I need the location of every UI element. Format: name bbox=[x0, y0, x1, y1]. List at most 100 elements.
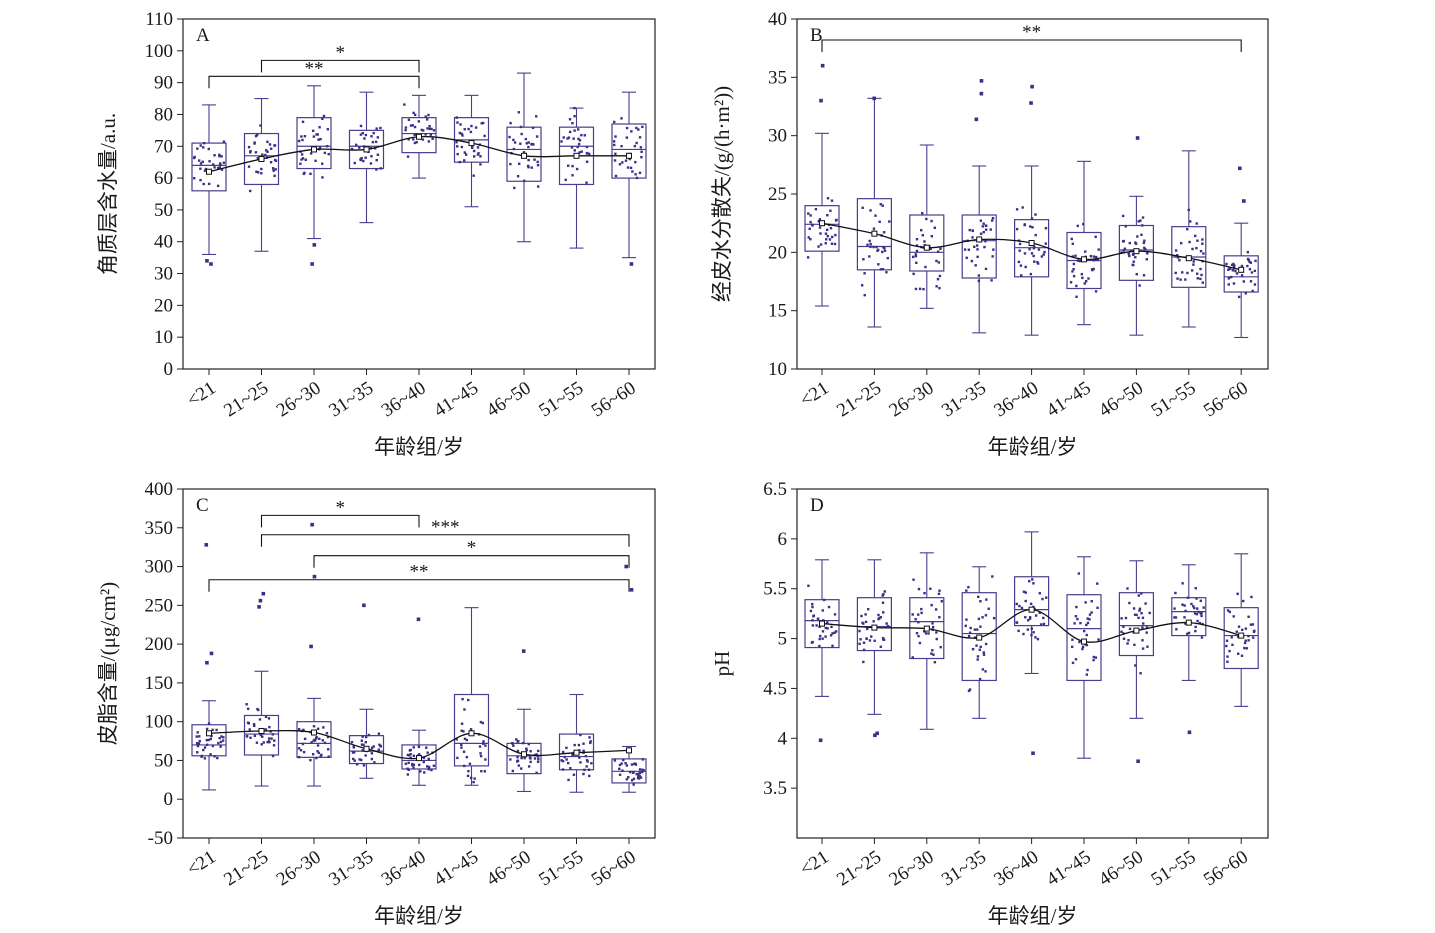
observation-dot bbox=[629, 166, 633, 170]
observation-dot bbox=[467, 127, 470, 131]
observation-dot bbox=[632, 783, 635, 786]
observation-dot bbox=[480, 122, 483, 125]
observation-dot bbox=[417, 763, 421, 767]
x-tick-label: 56~60 bbox=[1200, 378, 1252, 422]
mean-marker bbox=[923, 244, 930, 251]
plot-frame bbox=[796, 18, 1269, 370]
observation-dot bbox=[1232, 615, 1235, 618]
x-tick-label: 21~25 bbox=[220, 847, 272, 891]
observation-dot bbox=[455, 140, 458, 144]
observation-dot bbox=[1075, 295, 1078, 299]
observation-dot bbox=[561, 768, 565, 771]
observation-dot bbox=[219, 740, 223, 744]
observation-dot bbox=[422, 129, 425, 132]
observation-dot bbox=[991, 216, 995, 220]
observation-dot bbox=[326, 735, 330, 739]
observation-dot bbox=[373, 761, 376, 764]
observation-dot bbox=[579, 733, 582, 737]
observation-dot bbox=[424, 133, 427, 136]
observation-dot bbox=[205, 727, 209, 731]
observation-dot bbox=[638, 136, 642, 139]
observation-dot bbox=[527, 145, 530, 149]
iqr-box bbox=[401, 744, 437, 770]
observation-dot bbox=[350, 147, 354, 151]
observation-dot bbox=[1253, 269, 1257, 273]
outlier-point bbox=[205, 259, 209, 263]
observation-dot bbox=[525, 748, 528, 752]
observation-dot bbox=[1032, 247, 1036, 250]
x-tick-label: 21~25 bbox=[833, 847, 885, 891]
observation-dot bbox=[372, 131, 375, 135]
observation-dot bbox=[967, 585, 970, 589]
y-tick-label: 50 bbox=[154, 750, 173, 771]
observation-dot bbox=[217, 741, 220, 745]
mean-marker bbox=[1238, 632, 1245, 639]
observation-dot bbox=[427, 113, 430, 117]
y-tick-label: 35 bbox=[768, 67, 787, 88]
observation-dot bbox=[323, 151, 327, 155]
observation-dot bbox=[412, 754, 416, 758]
x-axis-label: 年龄组/岁 bbox=[988, 904, 1078, 928]
observation-dot bbox=[309, 152, 313, 155]
observation-dot bbox=[1120, 630, 1123, 633]
observation-dot bbox=[1038, 592, 1041, 595]
observation-dot bbox=[867, 607, 870, 611]
observation-dot bbox=[1251, 623, 1255, 626]
observation-dot bbox=[1198, 621, 1202, 625]
observation-dot bbox=[1030, 252, 1034, 255]
observation-dot bbox=[412, 746, 415, 749]
observation-dot bbox=[818, 218, 822, 221]
observation-dot bbox=[1141, 626, 1144, 629]
observation-dot bbox=[322, 114, 326, 118]
observation-dot bbox=[319, 754, 322, 758]
observation-dot bbox=[1072, 267, 1075, 271]
observation-dot bbox=[971, 648, 975, 651]
observation-dot bbox=[1018, 604, 1021, 608]
y-tick-label: 250 bbox=[145, 595, 174, 616]
observation-dot bbox=[473, 155, 476, 158]
observation-dot bbox=[819, 243, 823, 246]
observation-dot bbox=[1029, 272, 1033, 276]
outlier-point bbox=[979, 79, 984, 83]
observation-dot bbox=[866, 627, 869, 631]
observation-dot bbox=[929, 247, 932, 251]
mean-marker bbox=[626, 747, 632, 754]
observation-dot bbox=[312, 135, 316, 138]
observation-dot bbox=[411, 124, 414, 127]
observation-dot bbox=[1094, 656, 1098, 659]
observation-dot bbox=[309, 758, 312, 762]
observation-dot bbox=[273, 739, 276, 742]
x-tick-label: 36~40 bbox=[378, 378, 430, 422]
observation-dot bbox=[1174, 591, 1177, 595]
observation-dot bbox=[1024, 599, 1027, 603]
observation-dot bbox=[1145, 626, 1149, 629]
observation-dot bbox=[877, 617, 880, 621]
observation-dot bbox=[825, 228, 829, 232]
observation-dot bbox=[1188, 240, 1191, 244]
box-2 bbox=[909, 144, 945, 309]
observation-dot bbox=[299, 749, 303, 752]
observation-dot bbox=[425, 118, 429, 121]
observation-dot bbox=[640, 150, 643, 153]
observation-dot bbox=[463, 128, 466, 131]
observation-dot bbox=[1192, 263, 1195, 266]
observation-dot bbox=[1092, 658, 1095, 662]
observation-dot bbox=[1081, 645, 1085, 648]
observation-dot bbox=[939, 247, 942, 251]
observation-dot bbox=[371, 140, 375, 144]
observation-dot bbox=[1092, 267, 1095, 271]
significance-label: ** bbox=[410, 562, 429, 583]
observation-dot bbox=[585, 759, 589, 762]
observation-dot bbox=[977, 595, 980, 599]
observation-dot bbox=[1179, 241, 1183, 245]
significance-bracket bbox=[313, 555, 630, 568]
observation-dot bbox=[1249, 280, 1253, 283]
observation-dot bbox=[1140, 612, 1143, 615]
observation-dot bbox=[924, 632, 928, 635]
observation-dot bbox=[413, 113, 417, 117]
observation-dot bbox=[519, 125, 523, 129]
observation-dot bbox=[317, 138, 320, 141]
x-tick-label: <21 bbox=[796, 847, 832, 881]
observation-dot bbox=[432, 764, 436, 767]
observation-dot bbox=[460, 729, 463, 732]
